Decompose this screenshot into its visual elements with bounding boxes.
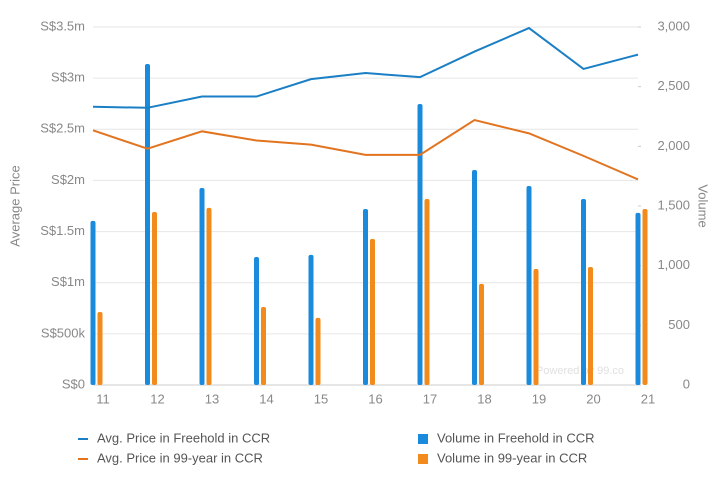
y-tick-label: S$1.5m	[40, 223, 85, 238]
bar	[254, 256, 259, 385]
x-tick-label: 14	[259, 391, 273, 406]
bar	[308, 254, 314, 385]
bar	[526, 185, 532, 385]
legend-label: Avg. Price in Freehold in CCR	[97, 430, 270, 445]
y-tick-label: S$2m	[51, 172, 85, 187]
bar	[315, 317, 321, 385]
legend-swatch	[418, 454, 428, 464]
x-tick-label: 13	[205, 391, 219, 406]
bar	[199, 187, 205, 385]
y2-axis-title: Volume	[696, 184, 711, 227]
bar	[261, 306, 266, 385]
legend-label: Volume in Freehold in CCR	[437, 430, 595, 445]
bar	[533, 269, 539, 385]
bar	[363, 208, 368, 385]
bar	[588, 266, 593, 385]
watermark: Powered by 99.co	[536, 365, 624, 377]
bar	[479, 283, 484, 385]
line	[92, 26, 639, 109]
y2-tick-label: 1,500	[657, 197, 690, 212]
y-tick-label: S$3m	[51, 70, 85, 85]
bar	[417, 103, 423, 385]
y2-tick-label: 3,000	[657, 18, 690, 33]
y-tick-label: S$3.5m	[40, 18, 85, 33]
bar	[581, 198, 586, 385]
x-tick-label: 15	[314, 391, 328, 406]
bar	[370, 238, 375, 385]
y-tick-label: S$500k	[41, 325, 86, 340]
x-tick-label: 16	[368, 391, 382, 406]
y-tick-label: S$0	[62, 376, 85, 391]
bar	[424, 198, 430, 385]
x-tick-label: 12	[150, 391, 164, 406]
x-tick-label: 18	[477, 391, 491, 406]
bar	[635, 212, 641, 385]
legend-label: Volume in 99-year in CCR	[437, 450, 587, 465]
y2-tick-label: 500	[668, 317, 690, 332]
x-tick-label: 19	[532, 391, 546, 406]
x-tick-label: 17	[423, 391, 437, 406]
bar	[206, 207, 212, 385]
bar	[90, 220, 96, 385]
bar	[145, 63, 150, 385]
y2-tick-label: 2,000	[657, 138, 690, 153]
y2-tick-label: 0	[683, 376, 690, 391]
y-tick-label: S$1m	[51, 274, 85, 289]
line	[92, 119, 639, 181]
x-tick-label: 20	[586, 391, 600, 406]
bar	[642, 208, 648, 385]
y-tick-label: S$2.5m	[40, 121, 85, 136]
x-tick-label: 21	[641, 391, 655, 406]
bar	[472, 169, 477, 385]
y-axis-title: Average Price	[7, 165, 22, 246]
legend-label: Avg. Price in 99-year in CCR	[97, 450, 263, 465]
y2-tick-label: 1,000	[657, 257, 690, 272]
y2-tick-label: 2,500	[657, 78, 690, 93]
bar	[97, 311, 103, 385]
legend-swatch	[418, 434, 428, 444]
bar	[152, 211, 157, 385]
x-tick-label: 11	[96, 391, 110, 406]
